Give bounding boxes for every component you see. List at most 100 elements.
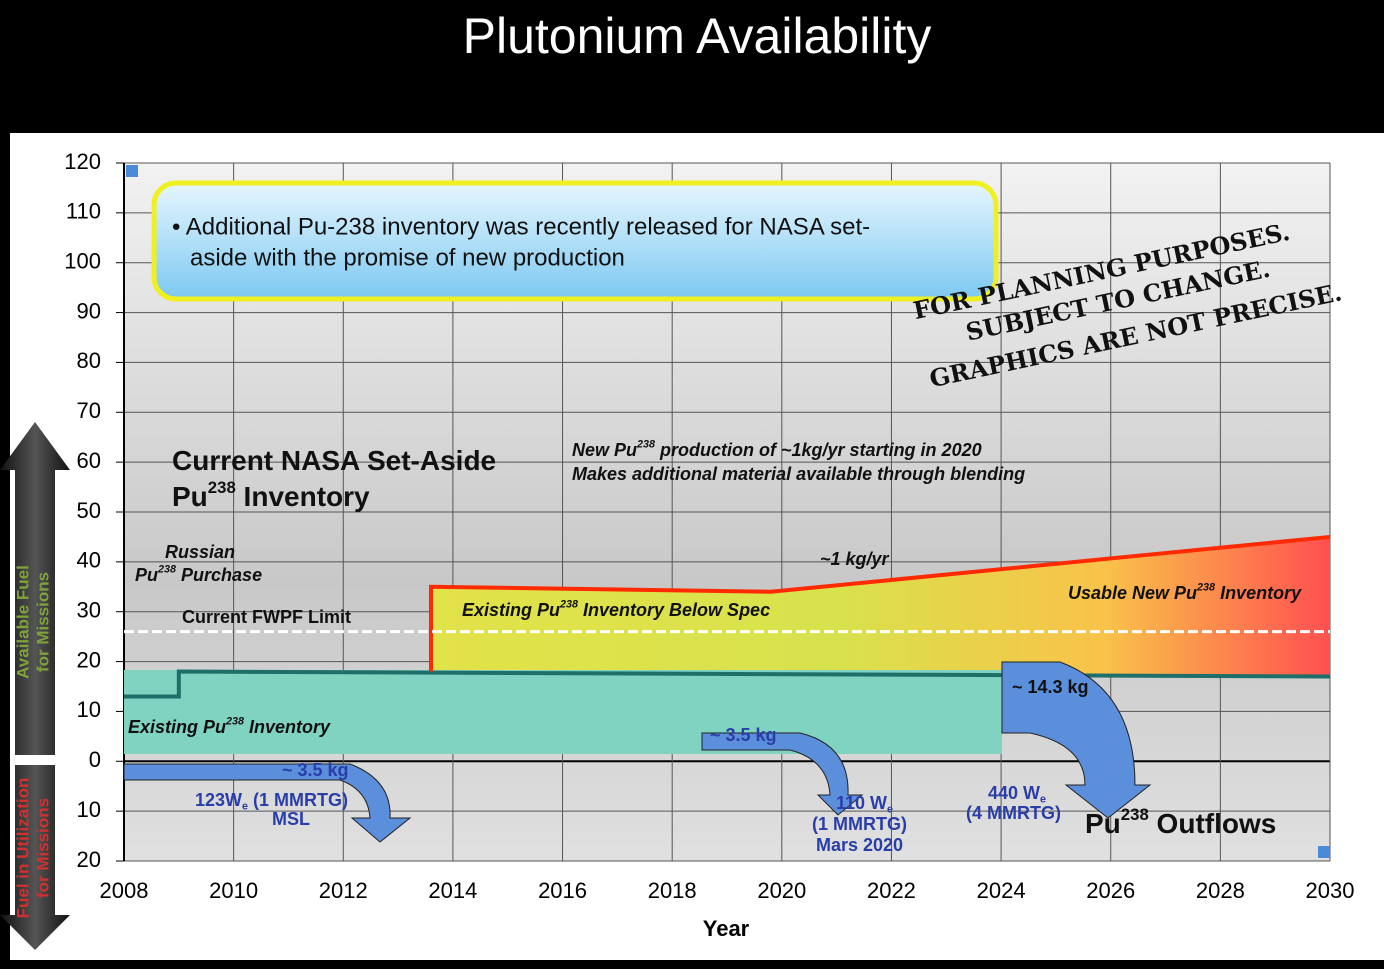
y-tick-label: 40 [77,548,101,573]
annotation: Usable New Pu238 Inventory [1068,582,1302,603]
annotation: (4 MMRTG) [966,803,1061,823]
annotation: Makes additional material available thro… [572,464,1025,484]
side-label: for Missions [33,798,52,898]
annotation-part: Usable New Pu [1068,583,1197,603]
annotation: ~ 14.3 kg [1012,677,1089,697]
annotation-part: Pu [1085,808,1121,839]
annotation-part: (1 MMRTG) [248,790,348,810]
annotation-part: e [242,800,248,812]
up-arrow [0,422,70,755]
annotation-part: 440 W [988,783,1040,803]
line [124,669,1331,699]
y-tick-label: 10 [77,697,101,722]
y-tick-label: 120 [64,149,101,174]
annotation: ~1 kg/yr [820,549,890,569]
annotation: ~ 3.5 kg [282,760,349,780]
x-axis-title: Year [703,916,750,941]
y-tick-label: 110 [66,199,101,224]
x-tick-label: 2028 [1196,878,1245,903]
y-tick-label: 0 [89,747,101,772]
x-tick-label: 2020 [757,878,806,903]
annotation: Existing Pu238 Inventory Below Spec [462,599,770,620]
annotation-part: 238 [157,564,176,576]
annotation-part: Purchase [176,565,262,585]
y-tick-label: 50 [77,498,101,523]
annotation: Current FWPF Limit [182,607,351,627]
annotation-part: Outflows [1149,808,1277,839]
annotation-part: 238 [559,599,578,611]
annotation-part: e [887,803,893,815]
annotation-part: Inventory Below Spec [578,600,770,620]
annotation-part: 238 [636,439,655,451]
annotation-part: ~ 14.3 kg [1012,677,1089,697]
annotation-part: Inventory [236,481,370,512]
annotation: Existing Pu238 Inventory [128,716,331,737]
annotation-part: 123W [195,790,242,810]
annotation-part: Russian [165,542,235,562]
annotation: ~ 3.5 kg [710,725,777,745]
callout-box [151,180,999,302]
annotation-part: Inventory [244,717,331,737]
annotation-part: New Pu [572,440,637,460]
x-tick-label: 2014 [428,878,477,903]
annotation-part: Current FWPF Limit [182,607,351,627]
annotation-part: e [1040,793,1046,805]
x-tick-label: 2026 [1086,878,1135,903]
marker [1318,846,1330,858]
line [428,534,1331,672]
annotation-part: (4 MMRTG) [966,803,1061,823]
y-tick-label: 20 [77,847,101,872]
annotation-part: 238 [208,479,236,498]
annotation-part: 110 W [836,793,887,813]
x-tick-label: 2008 [100,878,149,903]
annotation-part: Existing Pu [128,717,226,737]
annotation-part: production of ~1kg/yr starting in 2020 [655,440,982,460]
annotation-part: Inventory [1215,583,1302,603]
y-tick-label: 70 [77,398,101,423]
annotation: MSL [272,809,310,829]
annotation-part: Existing Pu [462,600,560,620]
annotation-part: Pu [135,565,158,585]
annotation-part: Current NASA Set-Aside [172,445,496,476]
down-arrow [0,765,70,950]
y-tick-label: 20 [77,647,101,672]
annotation: Pu238 Purchase [135,564,262,585]
annotation: 440 We [988,783,1046,806]
annotation-part: 238 [225,716,244,728]
x-tick-label: 2018 [648,878,697,903]
title: Plutonium Availability [463,8,932,64]
outflow-arrow [701,732,864,816]
y-tick-label: 30 [77,598,101,623]
side-label: Available Fuel [13,565,32,679]
annotation: 123We (1 MMRTG) [195,790,348,813]
annotation: 110 We [836,793,893,816]
annotation-part: (1 MMRTG) [812,814,907,834]
outflow-arrow [123,763,412,843]
annotation-part: ~1 kg/yr [820,549,890,569]
annotation: Pu238 Outflows [1085,806,1276,840]
annotation-part: 238 [1196,582,1215,594]
marker [126,165,138,177]
annotation-part: 238 [1121,806,1149,825]
annotation-part: Mars 2020 [816,835,903,855]
y-tick-label: 80 [77,348,101,373]
annotation: (1 MMRTG) [812,814,907,834]
x-tick-label: 2022 [867,878,916,903]
outflow-arrow [1001,661,1152,819]
x-tick-label: 2012 [319,878,368,903]
y-tick-label: 10 [77,797,101,822]
y-tick-label: 100 [64,249,101,274]
callout-text: • Additional Pu-238 inventory was recent… [172,213,870,240]
annotation: Russian [165,542,235,562]
annotation-part: ~ 3.5 kg [710,725,777,745]
annotation: Mars 2020 [816,835,903,855]
annotation-part: Makes additional material available thro… [572,464,1025,484]
side-label: for Missions [33,572,52,672]
x-tick-label: 2024 [977,878,1026,903]
annotation-part: Pu [172,481,208,512]
annotation-part: MSL [272,809,310,829]
annotation: New Pu238 production of ~1kg/yr starting… [572,439,982,460]
inventory-fill [124,670,1002,754]
callout-text: aside with the promise of new production [190,244,625,271]
